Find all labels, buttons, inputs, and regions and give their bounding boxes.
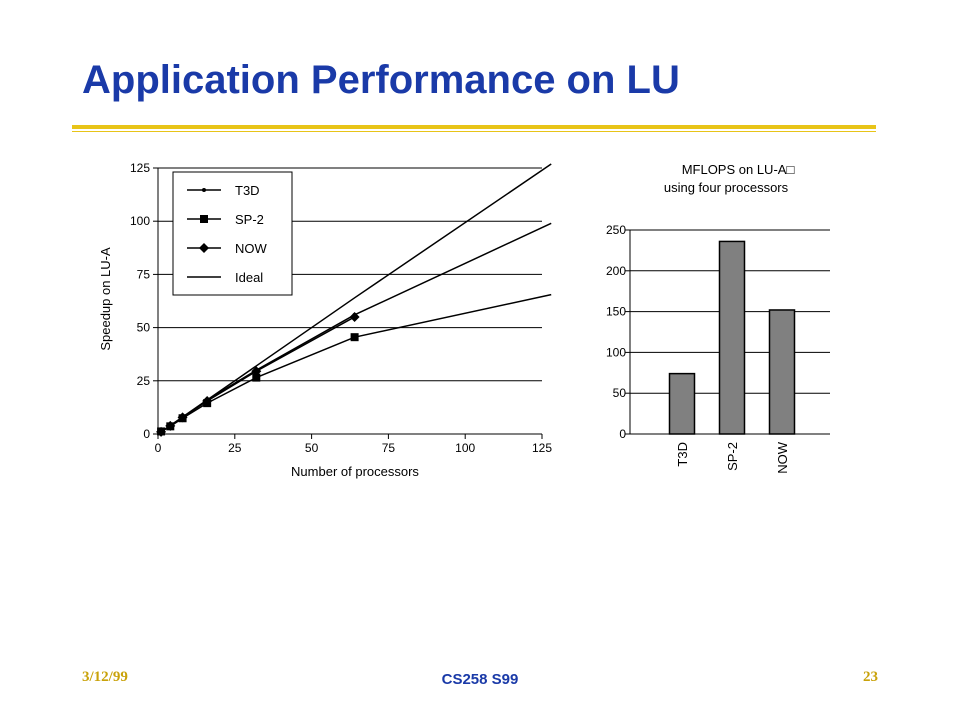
y-tick-label: 250 bbox=[606, 223, 626, 237]
data-point-square bbox=[200, 215, 208, 223]
y-tick-label: 100 bbox=[130, 214, 150, 228]
legend-label: Ideal bbox=[235, 270, 263, 285]
bar-sp-2 bbox=[718, 240, 746, 435]
data-point-square bbox=[252, 373, 261, 382]
x-axis-label: Number of processors bbox=[291, 464, 419, 479]
x-category-label: SP-2 bbox=[725, 442, 740, 471]
legend-label: T3D bbox=[235, 183, 260, 198]
y-tick-label: 150 bbox=[606, 305, 626, 319]
y-axis-label: Speedup on LU-A bbox=[98, 247, 113, 351]
x-tick-label: 100 bbox=[455, 441, 475, 455]
footer-page-number: 23 bbox=[863, 669, 878, 685]
y-tick-label: 25 bbox=[137, 374, 151, 388]
y-tick-label: 200 bbox=[606, 264, 626, 278]
x-tick-label: 75 bbox=[382, 441, 396, 455]
slide-title: Application Performance on LU bbox=[82, 58, 680, 102]
bar-chart-subtitle: using four processors bbox=[664, 180, 789, 195]
y-tick-label: 75 bbox=[137, 267, 151, 281]
footer-date: 3/12/99 bbox=[82, 669, 128, 685]
y-tick-label: 125 bbox=[130, 161, 150, 175]
y-tick-label: 100 bbox=[606, 345, 626, 359]
data-point-diamond bbox=[349, 311, 360, 322]
x-tick-label: 50 bbox=[305, 441, 319, 455]
bar-t3d bbox=[668, 372, 696, 435]
y-tick-label: 50 bbox=[137, 321, 151, 335]
y-tick-label: 0 bbox=[143, 427, 150, 441]
legend-box bbox=[172, 171, 293, 296]
x-tick-label: 25 bbox=[228, 441, 242, 455]
x-tick-label: 125 bbox=[532, 441, 552, 455]
title-underline-thin bbox=[72, 131, 876, 132]
legend-label: NOW bbox=[235, 241, 268, 256]
title-underline bbox=[72, 125, 876, 129]
bar-now bbox=[768, 309, 796, 435]
x-tick-label: 0 bbox=[155, 441, 162, 455]
y-tick-label: 50 bbox=[613, 386, 627, 400]
data-point-dot bbox=[202, 188, 206, 192]
data-point-diamond bbox=[199, 243, 209, 253]
legend-label: SP-2 bbox=[235, 212, 264, 227]
data-point-square bbox=[350, 333, 359, 342]
x-category-label: T3D bbox=[675, 442, 690, 467]
bar-chart-title: MFLOPS on LU-A□ bbox=[682, 162, 795, 177]
footer-course: CS258 S99 bbox=[441, 671, 519, 688]
data-point-diamond bbox=[251, 366, 262, 377]
x-category-label: NOW bbox=[775, 441, 790, 474]
series-line-ideal bbox=[157, 163, 552, 435]
y-tick-label: 0 bbox=[619, 427, 626, 441]
